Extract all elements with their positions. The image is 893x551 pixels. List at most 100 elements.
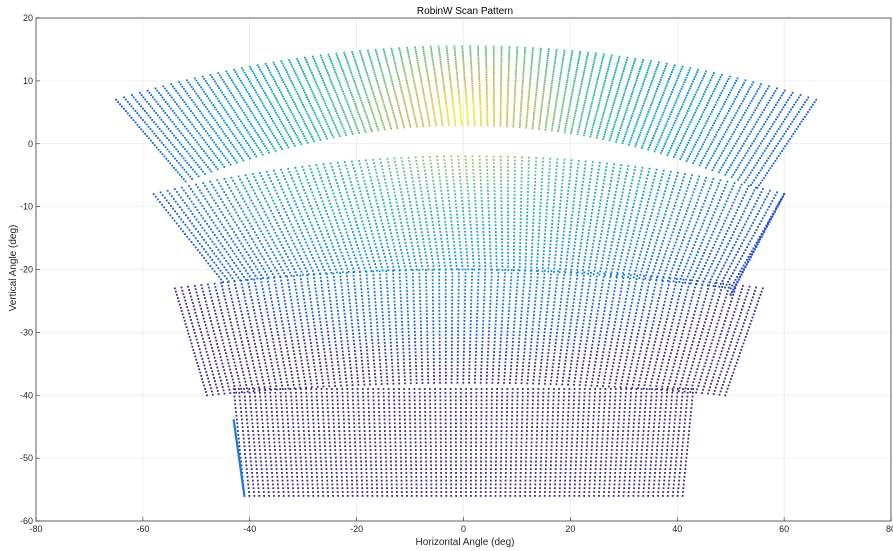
scan-point <box>613 125 615 128</box>
scan-point <box>337 133 340 135</box>
scan-point <box>675 79 678 82</box>
scan-point <box>732 84 735 87</box>
scan-point <box>356 127 359 130</box>
scan-point <box>376 80 378 82</box>
scan-point <box>669 75 671 78</box>
scan-point <box>677 146 680 149</box>
scan-point <box>381 122 384 124</box>
scan-point <box>167 127 170 130</box>
scan-point <box>650 82 653 84</box>
scan-point <box>481 213 484 216</box>
scan-point <box>328 94 331 97</box>
scan-point <box>451 95 454 98</box>
scan-point <box>379 90 382 93</box>
scan-point <box>500 200 503 203</box>
scan-point <box>758 210 761 212</box>
scan-point <box>280 201 283 204</box>
scan-point <box>492 83 495 85</box>
scan-point <box>749 227 751 230</box>
scan-point <box>552 73 555 76</box>
scan-point <box>383 106 386 108</box>
scan-point <box>136 123 139 126</box>
scan-point <box>670 129 673 131</box>
scan-point <box>269 128 271 131</box>
scan-point <box>140 94 143 96</box>
scan-point <box>616 114 619 117</box>
scan-point <box>371 89 374 92</box>
scan-point <box>302 169 305 171</box>
scan-point <box>277 101 280 104</box>
scan-point <box>200 112 203 115</box>
scan-point <box>662 147 664 150</box>
scan-point <box>542 157 545 160</box>
scan-point <box>600 95 602 97</box>
scan-point <box>651 99 654 102</box>
scan-point <box>309 119 312 122</box>
scan-point <box>657 212 660 215</box>
scan-point <box>708 99 710 102</box>
scan-point <box>292 197 295 199</box>
scan-point <box>443 87 445 89</box>
scan-point <box>196 164 199 166</box>
scan-point <box>460 189 463 192</box>
scan-point <box>499 103 502 105</box>
scan-point <box>752 97 754 100</box>
scan-point <box>195 218 198 221</box>
scan-point <box>191 213 194 215</box>
scan-point <box>646 93 649 96</box>
scan-point <box>243 200 246 203</box>
scan-point <box>572 86 575 89</box>
scan-point <box>287 217 290 220</box>
scan-point <box>205 210 207 213</box>
scan-point <box>363 203 365 206</box>
scan-point <box>364 131 367 133</box>
scan-point <box>552 68 555 71</box>
scan-point <box>297 138 300 141</box>
scan-point <box>659 136 662 139</box>
scan-point <box>353 80 356 82</box>
scan-point <box>492 159 495 161</box>
scan-point <box>187 207 190 210</box>
scan-point <box>197 221 200 224</box>
scan-point <box>500 179 502 182</box>
scan-point <box>430 48 432 50</box>
scan-point <box>471 82 474 85</box>
scan-point <box>223 143 225 146</box>
scan-point <box>427 78 430 81</box>
scan-point <box>241 146 244 149</box>
scan-point <box>398 109 401 111</box>
scan-point <box>632 64 634 67</box>
scan-point <box>433 72 436 74</box>
scan-point <box>596 134 599 137</box>
scan-point <box>298 126 301 129</box>
scan-point <box>187 152 190 155</box>
scan-point <box>493 104 495 107</box>
scan-point <box>434 196 437 199</box>
scan-point <box>465 104 468 107</box>
scan-point <box>360 54 363 57</box>
scan-point <box>727 140 730 143</box>
scan-point <box>239 144 242 146</box>
scan-point <box>349 69 352 72</box>
scan-point <box>755 229 758 231</box>
scan-point <box>434 193 436 196</box>
scan-point <box>702 127 705 130</box>
scan-point <box>744 79 747 82</box>
scan-point <box>726 230 729 232</box>
scan-point <box>258 66 260 69</box>
scan-point <box>153 144 156 146</box>
scan-point <box>265 109 268 111</box>
scan-point <box>190 241 193 243</box>
scan-point <box>157 137 159 139</box>
scan-point <box>774 89 777 92</box>
scan-point <box>729 207 732 210</box>
scan-point <box>710 127 713 129</box>
scan-point <box>628 141 631 144</box>
scan-point <box>359 75 361 77</box>
scan-point <box>337 165 340 167</box>
scan-point <box>460 119 463 122</box>
scan-point <box>173 219 176 222</box>
scan-point <box>227 222 230 225</box>
scan-point <box>479 113 482 115</box>
scan-point <box>701 113 704 116</box>
